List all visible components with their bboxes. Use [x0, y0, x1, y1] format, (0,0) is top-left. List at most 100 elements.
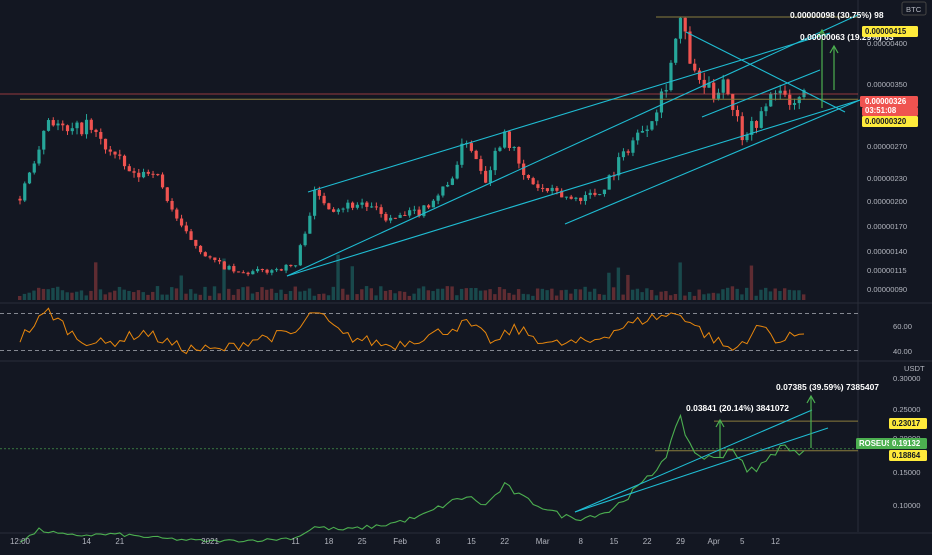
volume-bar — [298, 291, 302, 300]
candle-body — [61, 123, 65, 126]
candle-body — [731, 94, 735, 110]
rsi-pane[interactable] — [0, 307, 858, 355]
candle-body — [422, 205, 426, 217]
volume-bar — [398, 291, 402, 300]
candle-body — [108, 149, 112, 152]
currency-box — [901, 1, 927, 16]
candle-body — [598, 194, 602, 196]
volume-bar — [464, 288, 469, 300]
volume-bar — [502, 289, 507, 300]
volume-bar — [654, 295, 659, 300]
candle-body — [460, 143, 464, 165]
volume-bar — [573, 289, 578, 300]
volume-bar — [545, 290, 549, 300]
volume-bar — [768, 291, 773, 300]
candle-body — [712, 82, 716, 99]
candle-body — [560, 190, 564, 198]
candle-body — [408, 210, 412, 216]
level-tag-bg — [862, 26, 918, 37]
x-tick-label: 8 — [436, 537, 441, 546]
volume-bar — [626, 274, 630, 300]
volume-bar — [217, 293, 221, 300]
volume-bar — [222, 258, 226, 300]
trend-line — [564, 99, 861, 225]
candle-body — [27, 172, 32, 184]
volume-bar — [649, 289, 654, 300]
x-tick-label: 12:00 — [10, 537, 31, 546]
volume-bar — [592, 288, 597, 300]
x-tick-label: 15 — [467, 537, 476, 546]
volume-bar — [203, 286, 207, 300]
measure-arrow-head — [715, 418, 725, 428]
candle-body — [474, 150, 478, 160]
candle-body — [346, 202, 350, 209]
candle-body — [360, 202, 364, 205]
volume-bar — [763, 287, 768, 300]
candle-body — [436, 195, 440, 201]
volume-bar — [597, 294, 602, 300]
candle-body — [56, 123, 60, 126]
candle-body — [132, 171, 136, 173]
candle-body — [583, 195, 588, 202]
candle-body — [602, 189, 607, 195]
volume-bar — [407, 295, 412, 300]
candle-body — [678, 17, 683, 39]
candle-body — [327, 203, 331, 210]
volume-bar — [364, 286, 369, 300]
volume-bar — [578, 289, 583, 300]
volume-bar — [526, 294, 530, 300]
volume-bar — [493, 294, 497, 300]
symbol-tag-bg — [856, 438, 892, 449]
candle-body — [89, 119, 93, 130]
volume-bar — [179, 275, 183, 300]
volume-bar — [269, 288, 274, 300]
candle-body — [194, 239, 198, 246]
candle-body — [498, 147, 502, 151]
candle-body — [579, 197, 583, 202]
candle-body — [279, 269, 283, 271]
candle-body — [65, 125, 70, 132]
candle-body — [227, 266, 231, 270]
candle-body — [412, 209, 416, 211]
volume-bar — [754, 295, 758, 300]
volume-bar — [326, 295, 331, 300]
volume-bar — [198, 294, 202, 300]
volume-bar — [588, 291, 592, 300]
candle-body — [355, 204, 359, 208]
rosebtc-pane[interactable]: 0.00000098 (30.75%) 98 0.00000063 (19.29%… — [0, 10, 894, 300]
volume-bar — [250, 293, 255, 300]
candle-body — [555, 187, 559, 191]
volume-bar — [284, 294, 288, 300]
volume-bar — [478, 290, 483, 300]
candle-body — [298, 245, 302, 266]
candle-body — [51, 120, 55, 126]
volume-bar — [60, 290, 65, 300]
y-tick-label: 0.00000270 — [867, 142, 907, 151]
volume-bar — [474, 287, 478, 300]
volume-bar — [550, 288, 554, 300]
currency-label: BTC — [906, 5, 922, 14]
candle-body — [450, 178, 454, 185]
candle-body — [255, 269, 260, 272]
roseusdt-pane[interactable]: 0.03841 (20.14%) 3841072 0.07385 (39.59%)… — [0, 382, 879, 543]
candle-body — [393, 217, 397, 219]
candle-body — [80, 122, 84, 135]
candle-body — [488, 170, 492, 183]
volume-bar — [735, 288, 739, 300]
rsi-tick-label: 40.00 — [893, 347, 912, 356]
candle-body — [664, 90, 668, 92]
candle-body — [493, 150, 497, 171]
candle-body — [650, 121, 654, 130]
volume-bar — [307, 288, 312, 300]
candle-body — [18, 198, 22, 201]
trend-line — [307, 32, 831, 193]
volume-bar — [721, 289, 725, 300]
candle-body — [160, 174, 165, 188]
candle-body — [156, 174, 160, 176]
candle-body — [621, 151, 626, 158]
measure-label: 0.00000098 (30.75%) 98 — [790, 10, 884, 20]
volume-bar — [79, 290, 84, 300]
candle-body — [469, 143, 473, 151]
